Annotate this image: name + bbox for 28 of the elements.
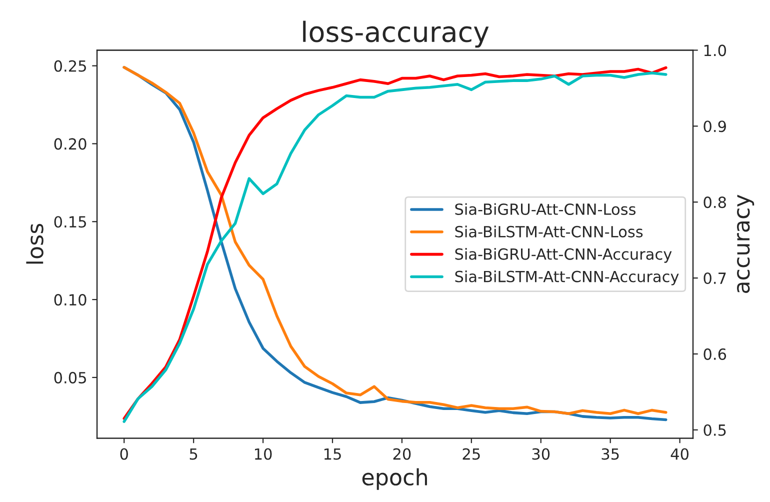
x-tick-label: 20	[393, 448, 411, 460]
chart-title: loss-accuracy	[303, 20, 489, 48]
y2-tick-label: 0.9	[704, 120, 726, 132]
y-tick-label: 0.05	[54, 372, 86, 384]
x-tick-label: 5	[190, 448, 198, 460]
y2-tick-label: 0.6	[704, 348, 726, 360]
x-tick-label: 40	[670, 448, 689, 460]
y-axis-title: loss	[26, 224, 44, 264]
x-tick-label: 30	[532, 448, 550, 460]
y-tick-label: 0.10	[54, 294, 86, 306]
legend-label: Sia-BiGRU-Att-CNN-Accuracy	[455, 248, 672, 263]
y2-tick-label: 0.5	[704, 424, 726, 436]
legend-label: Sia-BiLSTM-Att-CNN-Accuracy	[455, 270, 679, 286]
y2-tick-label: 1.0	[704, 44, 726, 56]
y-tick-label: 0.20	[54, 138, 86, 150]
x-tick-label: 10	[254, 448, 272, 460]
x-tick-label: 25	[462, 448, 480, 460]
legend-label: Sia-BiLSTM-Att-CNN-Loss	[455, 226, 643, 238]
legend-label: Sia-BiGRU-Att-CNN-Loss	[455, 203, 636, 216]
x-tick-label: 15	[324, 448, 341, 460]
x-axis-title: epoch	[362, 468, 427, 490]
y2-tick-label: 0.7	[704, 272, 726, 284]
x-tick-label: 35	[602, 448, 619, 460]
y-tick-label: 0.15	[54, 216, 86, 228]
y-tick-label: 0.25	[54, 60, 86, 72]
x-tick-label: 0	[120, 448, 128, 460]
y2-tick-label: 0.8	[704, 196, 726, 208]
y2-axis-title: accuracy	[737, 194, 754, 294]
